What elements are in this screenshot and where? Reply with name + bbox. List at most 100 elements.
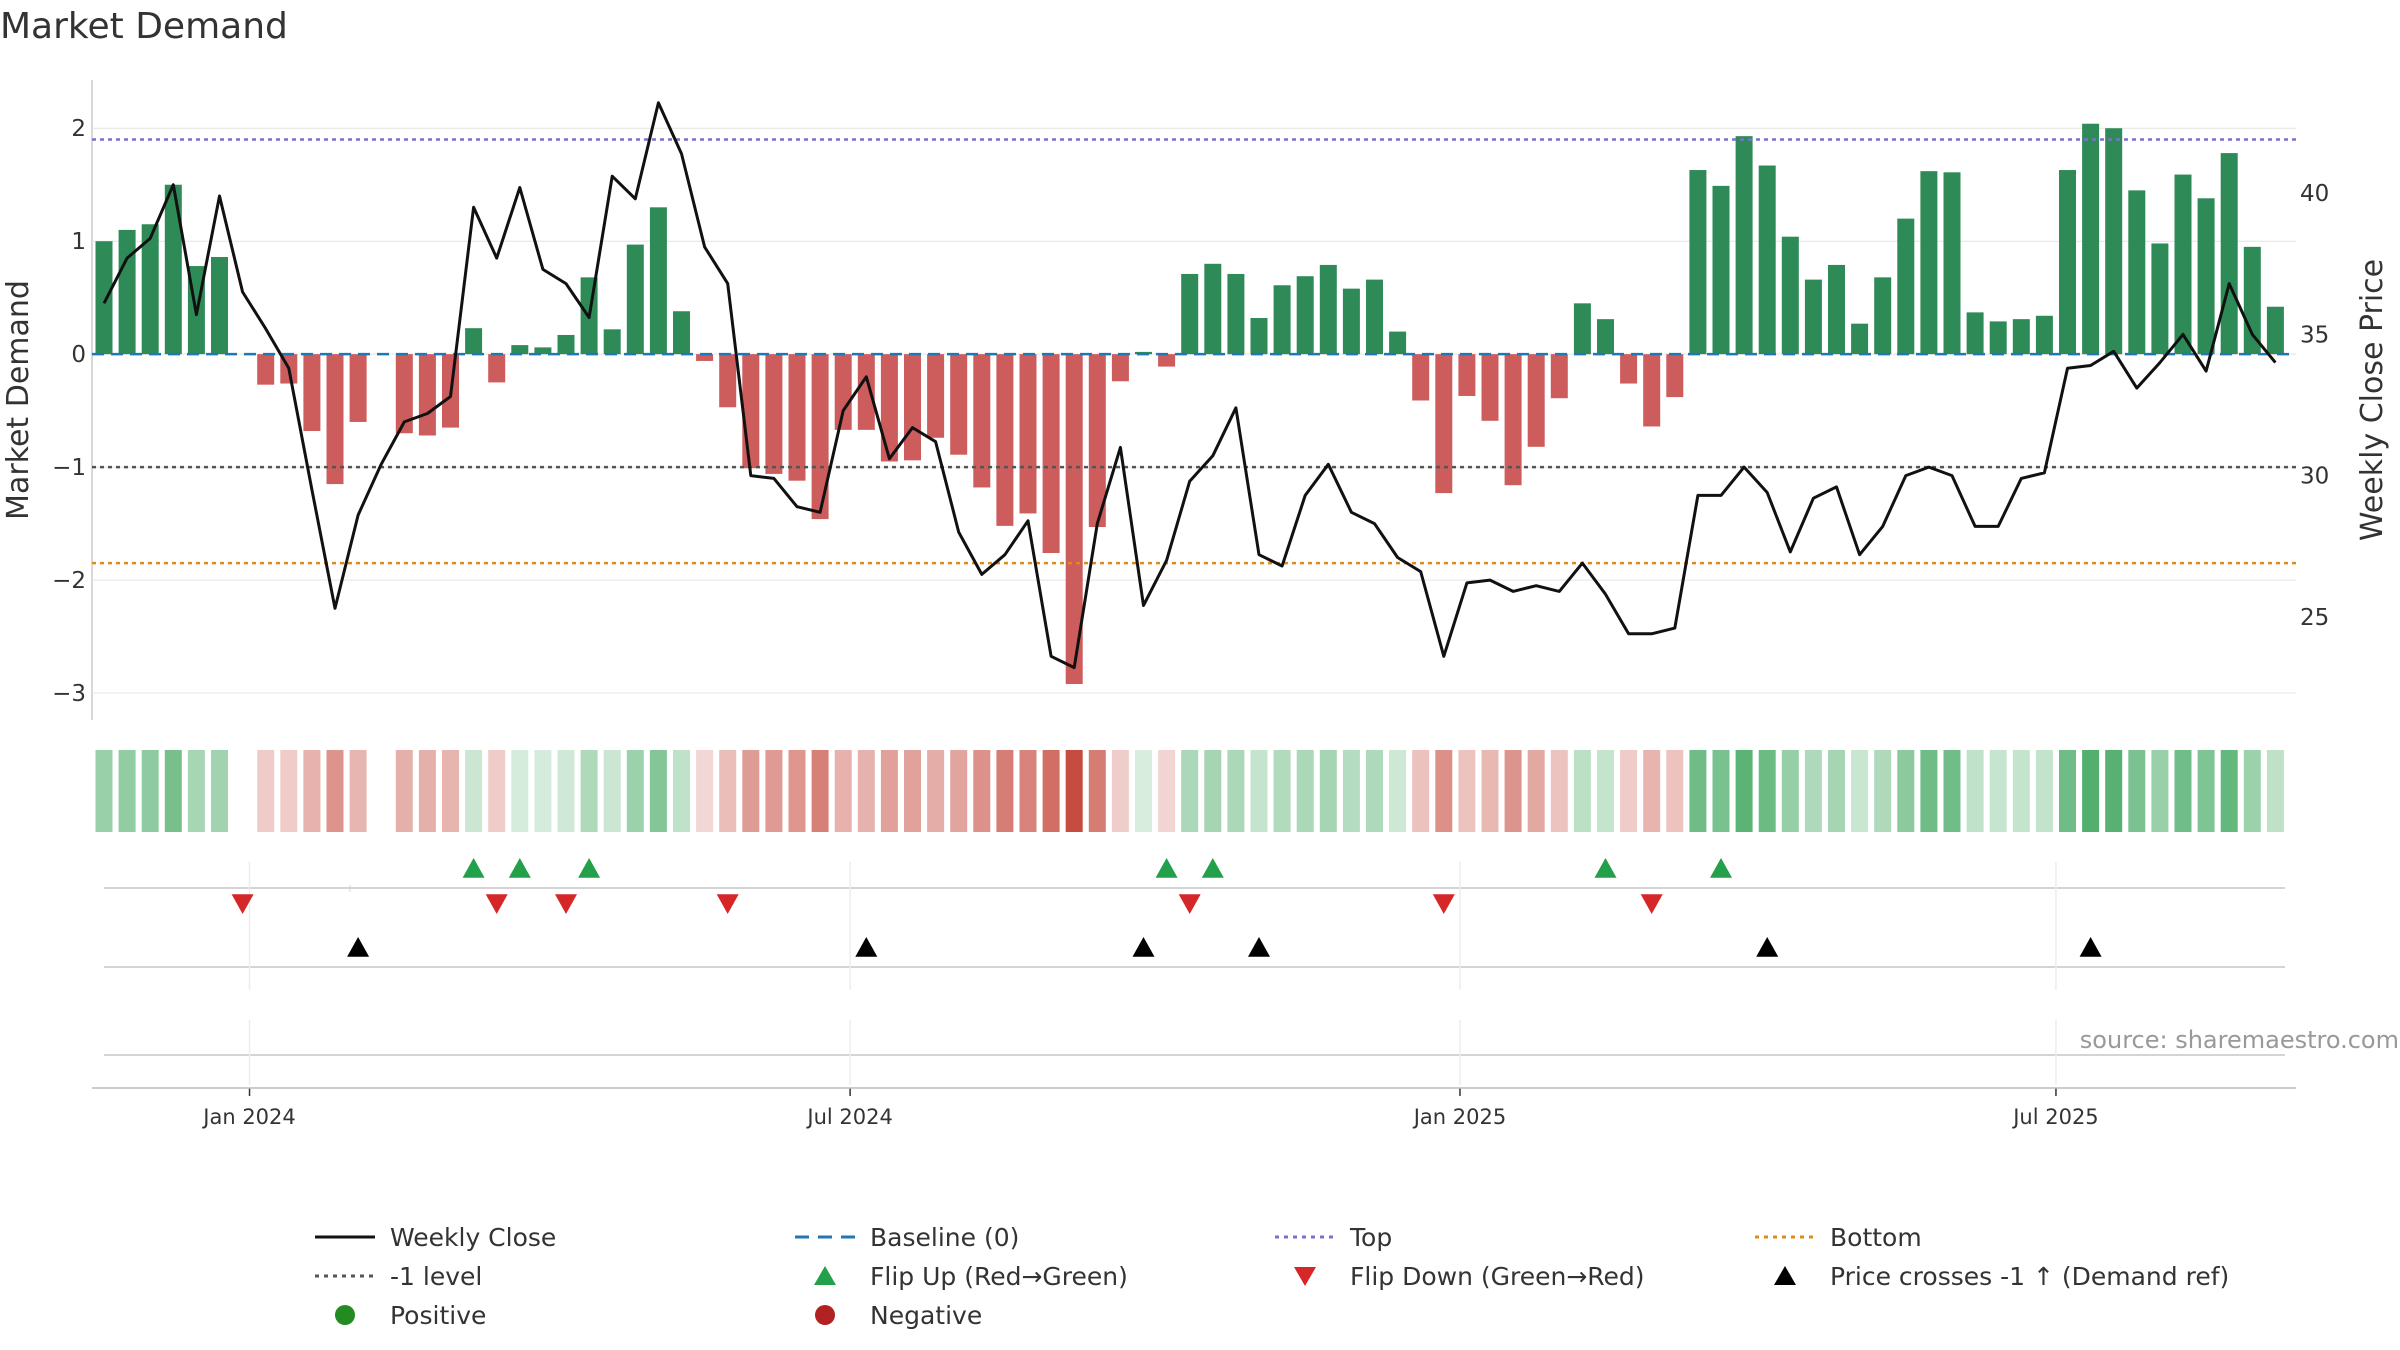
- demand-bar: [1527, 354, 1545, 447]
- legend-swatch-circle: [335, 1305, 355, 1325]
- y2-tick-label: 35: [2300, 322, 2329, 348]
- y2-tick-label: 30: [2300, 464, 2329, 490]
- legend-item: Negative: [815, 1301, 982, 1330]
- heatstrip-cell: [141, 750, 159, 832]
- demand-bar: [211, 257, 228, 355]
- flip-up-marker: [1594, 858, 1617, 878]
- flip-up-marker: [462, 858, 485, 878]
- legend: Weekly Close Baseline (0) Top Bottom -1 leve…: [315, 1223, 2229, 1330]
- heatstrip-cell: [164, 750, 182, 832]
- flip-down-marker: [231, 894, 254, 914]
- price-cross-marker: [2079, 937, 2102, 957]
- demand-bar: [1435, 354, 1453, 494]
- heatstrip-cell: [1897, 750, 1915, 832]
- demand-bar: [742, 354, 760, 469]
- demand-bar: [1804, 279, 1822, 355]
- demand-bar: [927, 354, 945, 438]
- heatstrip-cell: [696, 750, 714, 832]
- heatstrip-cell: [1966, 750, 1984, 832]
- demand-bar: [1342, 288, 1360, 355]
- legend-item: Price crosses -1 ↑ (Demand ref): [1774, 1262, 2229, 1291]
- demand-bar: [2012, 319, 2030, 355]
- heatstrip-cell: [257, 750, 275, 832]
- price-cross-marker: [1756, 937, 1779, 957]
- demand-bar: [1019, 354, 1037, 514]
- heatstrip-cell: [904, 750, 921, 832]
- demand-bar: [2059, 170, 2076, 355]
- heatstrip-cell: [211, 750, 228, 832]
- flip-down-marker: [1432, 894, 1455, 914]
- date-tick-label: Jul 2025: [2011, 1105, 2098, 1129]
- demand-bar: [1088, 354, 1106, 527]
- heatstrip-cell: [2059, 750, 2076, 832]
- demand-bar: [626, 244, 644, 355]
- demand-bar: [1897, 218, 1915, 355]
- y-tick-label: 2: [71, 116, 86, 142]
- heatstrip-cell: [2105, 750, 2123, 832]
- demand-bar: [1111, 354, 1129, 382]
- demand-bar: [1620, 354, 1638, 384]
- demand-bar: [1250, 318, 1268, 355]
- heatstrip-cell: [580, 750, 598, 832]
- weekly-close-line: [102, 101, 2277, 670]
- legend-item: Weekly Close: [315, 1223, 556, 1252]
- heatstrip-cell: [1989, 750, 2007, 832]
- heatstrip-cell: [488, 750, 506, 832]
- demand-bar: [1781, 236, 1799, 355]
- demand-bar: [1573, 303, 1591, 355]
- flip-down-marker: [1178, 894, 1201, 914]
- legend-swatch-triangle-up: [814, 1266, 836, 1285]
- heatstrip-cell: [557, 750, 575, 832]
- demand-bar: [880, 354, 898, 462]
- demand-bar: [1851, 323, 1869, 355]
- demand-bar: [1273, 285, 1291, 355]
- date-axis: Jan 2024 Jul 2024 Jan 2025 Jul 2025: [92, 1087, 2296, 1129]
- heatstrip-cell: [1042, 750, 1060, 832]
- heatstrip-cell: [1851, 750, 1869, 832]
- heatstrip-cell: [1943, 750, 1961, 832]
- demand-bar: [1666, 354, 1684, 398]
- legend-swatch-circle: [815, 1305, 835, 1325]
- demand-bar: [1712, 185, 1730, 355]
- heatstrip-cell: [1135, 750, 1152, 832]
- heatstrip-cell: [1735, 750, 1753, 832]
- demand-bar: [1735, 136, 1753, 355]
- demand-bar: [2151, 243, 2169, 355]
- heatstrip-cell: [811, 750, 829, 832]
- demand-bar: [1874, 277, 1892, 355]
- demand-bar: [349, 354, 367, 422]
- heatstrip-cell: [927, 750, 945, 832]
- demand-bar: [1481, 354, 1499, 421]
- demand-bar: [2243, 246, 2261, 355]
- flip-up-marker: [1155, 858, 1178, 878]
- legend-item: Bottom: [1755, 1223, 1922, 1252]
- demand-bar: [1643, 354, 1661, 427]
- legend-label: -1 level: [390, 1262, 482, 1291]
- heatstrip-cell: [1366, 750, 1383, 832]
- heatstrip-cell: [95, 750, 113, 832]
- y2-axis-label: Weekly Close Price: [2355, 259, 2390, 541]
- legend-label: Flip Down (Green→Red): [1350, 1262, 1645, 1291]
- flip-down-marker: [555, 894, 577, 914]
- demand-bar: [1319, 264, 1337, 355]
- heatstrip-cell: [719, 750, 737, 832]
- demand-bar: [1989, 321, 2007, 355]
- flip-up-marker: [508, 858, 531, 878]
- heatstrip-cell: [1412, 750, 1430, 832]
- chart-title: Market Demand: [0, 6, 288, 47]
- demand-bar: [1296, 276, 1314, 355]
- demand-bar: [257, 354, 275, 385]
- y-axis-label: Market Demand: [1, 280, 36, 520]
- demand-bar: [418, 354, 436, 436]
- heatstrip-cell: [834, 750, 852, 832]
- price-cross-marker: [855, 937, 878, 957]
- legend-item: -1 level: [315, 1262, 482, 1291]
- heatstrip-cell: [1111, 750, 1129, 832]
- legend-item: Positive: [335, 1301, 486, 1330]
- demand-bar: [1504, 354, 1522, 486]
- heatstrip-cell: [1065, 750, 1083, 832]
- heatstrip-cell: [1758, 750, 1776, 832]
- legend-item: Top: [1275, 1223, 1392, 1252]
- heatstrip-cell: [1620, 750, 1638, 832]
- demand-bar: [649, 207, 667, 355]
